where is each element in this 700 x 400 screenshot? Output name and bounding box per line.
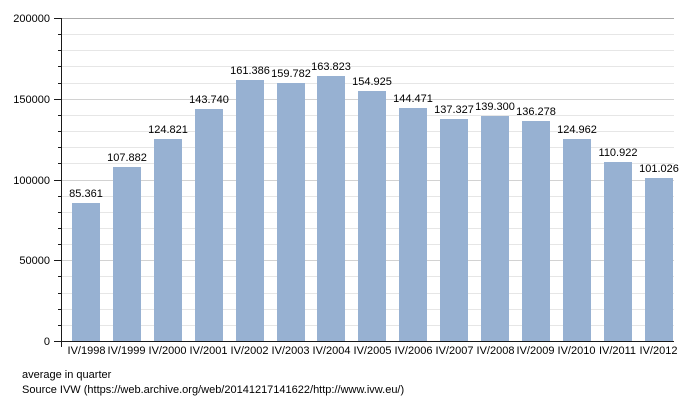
x-axis-label: IV/2004 bbox=[312, 345, 351, 357]
bar-value-label: 85.361 bbox=[69, 188, 103, 200]
y-axis-tick bbox=[58, 50, 62, 51]
gridline bbox=[62, 50, 674, 51]
y-axis-tick bbox=[54, 99, 62, 100]
bar-value-label: 159.782 bbox=[271, 68, 311, 80]
y-axis-tick bbox=[58, 228, 62, 229]
y-axis-tick bbox=[54, 180, 62, 181]
bar-IV-2006 bbox=[399, 108, 427, 341]
bar-value-label: 137.327 bbox=[434, 104, 474, 116]
chart-caption: average in quarter bbox=[22, 369, 112, 381]
bar-IV-2003 bbox=[277, 83, 305, 341]
y-axis-label: 50000 bbox=[19, 255, 50, 267]
bar-value-label: 144.471 bbox=[393, 93, 433, 105]
y-axis-tick bbox=[58, 276, 62, 277]
y-axis-tick bbox=[58, 115, 62, 116]
bar-IV-2009 bbox=[522, 121, 550, 341]
x-axis-label: IV/2005 bbox=[353, 345, 392, 357]
plot-area: 85.361 107.882 124.821 143.740 161.386 159.78… bbox=[13, 13, 679, 357]
bar-IV-2005 bbox=[358, 91, 386, 341]
y-axis-tick bbox=[58, 83, 62, 84]
gridline bbox=[62, 34, 674, 35]
x-axis-label: IV/2000 bbox=[148, 345, 187, 357]
y-axis-tick bbox=[58, 163, 62, 164]
bar-IV-2012 bbox=[645, 178, 673, 341]
gridline bbox=[62, 18, 674, 19]
bar-value-label: 107.882 bbox=[107, 152, 147, 164]
bar-IV-2000 bbox=[154, 139, 182, 341]
x-axis-label: IV/2012 bbox=[639, 345, 678, 357]
bar-value-label: 154.925 bbox=[352, 76, 392, 88]
y-axis-tick bbox=[58, 244, 62, 245]
x-axis-label: IV/2001 bbox=[189, 345, 228, 357]
bar-IV-2004 bbox=[317, 76, 345, 341]
bar-IV-2007 bbox=[440, 119, 468, 341]
bar-value-label: 124.962 bbox=[557, 124, 597, 136]
gridline bbox=[62, 66, 674, 67]
y-axis-tick bbox=[58, 66, 62, 67]
bar-IV-1998 bbox=[72, 203, 100, 341]
bar-value-label: 139.300 bbox=[475, 101, 515, 113]
bar-IV-2001 bbox=[195, 109, 223, 341]
y-axis-label: 150000 bbox=[13, 94, 50, 106]
x-axis-label: IV/2002 bbox=[230, 345, 269, 357]
y-axis-tick bbox=[58, 196, 62, 197]
x-axis-label: IV/2009 bbox=[516, 345, 555, 357]
x-axis-line bbox=[54, 341, 674, 342]
bar-value-label: 161.386 bbox=[230, 65, 270, 77]
bar-IV-2002 bbox=[236, 80, 264, 341]
y-axis-label: 0 bbox=[43, 336, 50, 348]
bar-value-label: 143.740 bbox=[189, 94, 229, 106]
x-axis-label: IV/2007 bbox=[435, 345, 474, 357]
bar-value-label: 101.026 bbox=[639, 163, 679, 175]
x-axis-label: IV/2010 bbox=[557, 345, 596, 357]
bar-IV-1999 bbox=[113, 167, 141, 341]
y-axis-label: 200000 bbox=[13, 13, 50, 25]
x-axis-label: IV/2003 bbox=[271, 345, 310, 357]
y-axis-tick bbox=[54, 18, 62, 19]
y-axis-tick bbox=[58, 325, 62, 326]
bar-IV-2008 bbox=[481, 116, 509, 341]
y-axis-tick bbox=[58, 293, 62, 294]
bar-value-label: 136.278 bbox=[516, 106, 556, 118]
bar-value-label: 163.823 bbox=[311, 61, 351, 73]
x-axis-label: IV/1998 bbox=[67, 345, 106, 357]
x-axis-label: IV/2011 bbox=[598, 345, 637, 357]
y-axis-tick bbox=[58, 309, 62, 310]
y-axis-tick bbox=[58, 131, 62, 132]
bar-value-label: 124.821 bbox=[148, 124, 188, 136]
y-axis-tick bbox=[58, 212, 62, 213]
y-axis-tick bbox=[58, 34, 62, 35]
bar-IV-2011 bbox=[604, 162, 632, 341]
y-axis-tick bbox=[54, 260, 62, 261]
y-axis-line bbox=[61, 18, 62, 347]
y-axis-label: 100000 bbox=[13, 175, 50, 187]
x-axis-label: IV/2008 bbox=[476, 345, 515, 357]
gridline bbox=[62, 83, 674, 84]
x-axis-label: IV/1999 bbox=[107, 345, 146, 357]
y-axis-tick bbox=[58, 147, 62, 148]
bar-value-label: 110.922 bbox=[598, 147, 638, 159]
x-axis-label: IV/2006 bbox=[394, 345, 433, 357]
bar-IV-2010 bbox=[563, 139, 591, 341]
chart-source: Source IVW (https://web.archive.org/web/… bbox=[22, 384, 405, 396]
